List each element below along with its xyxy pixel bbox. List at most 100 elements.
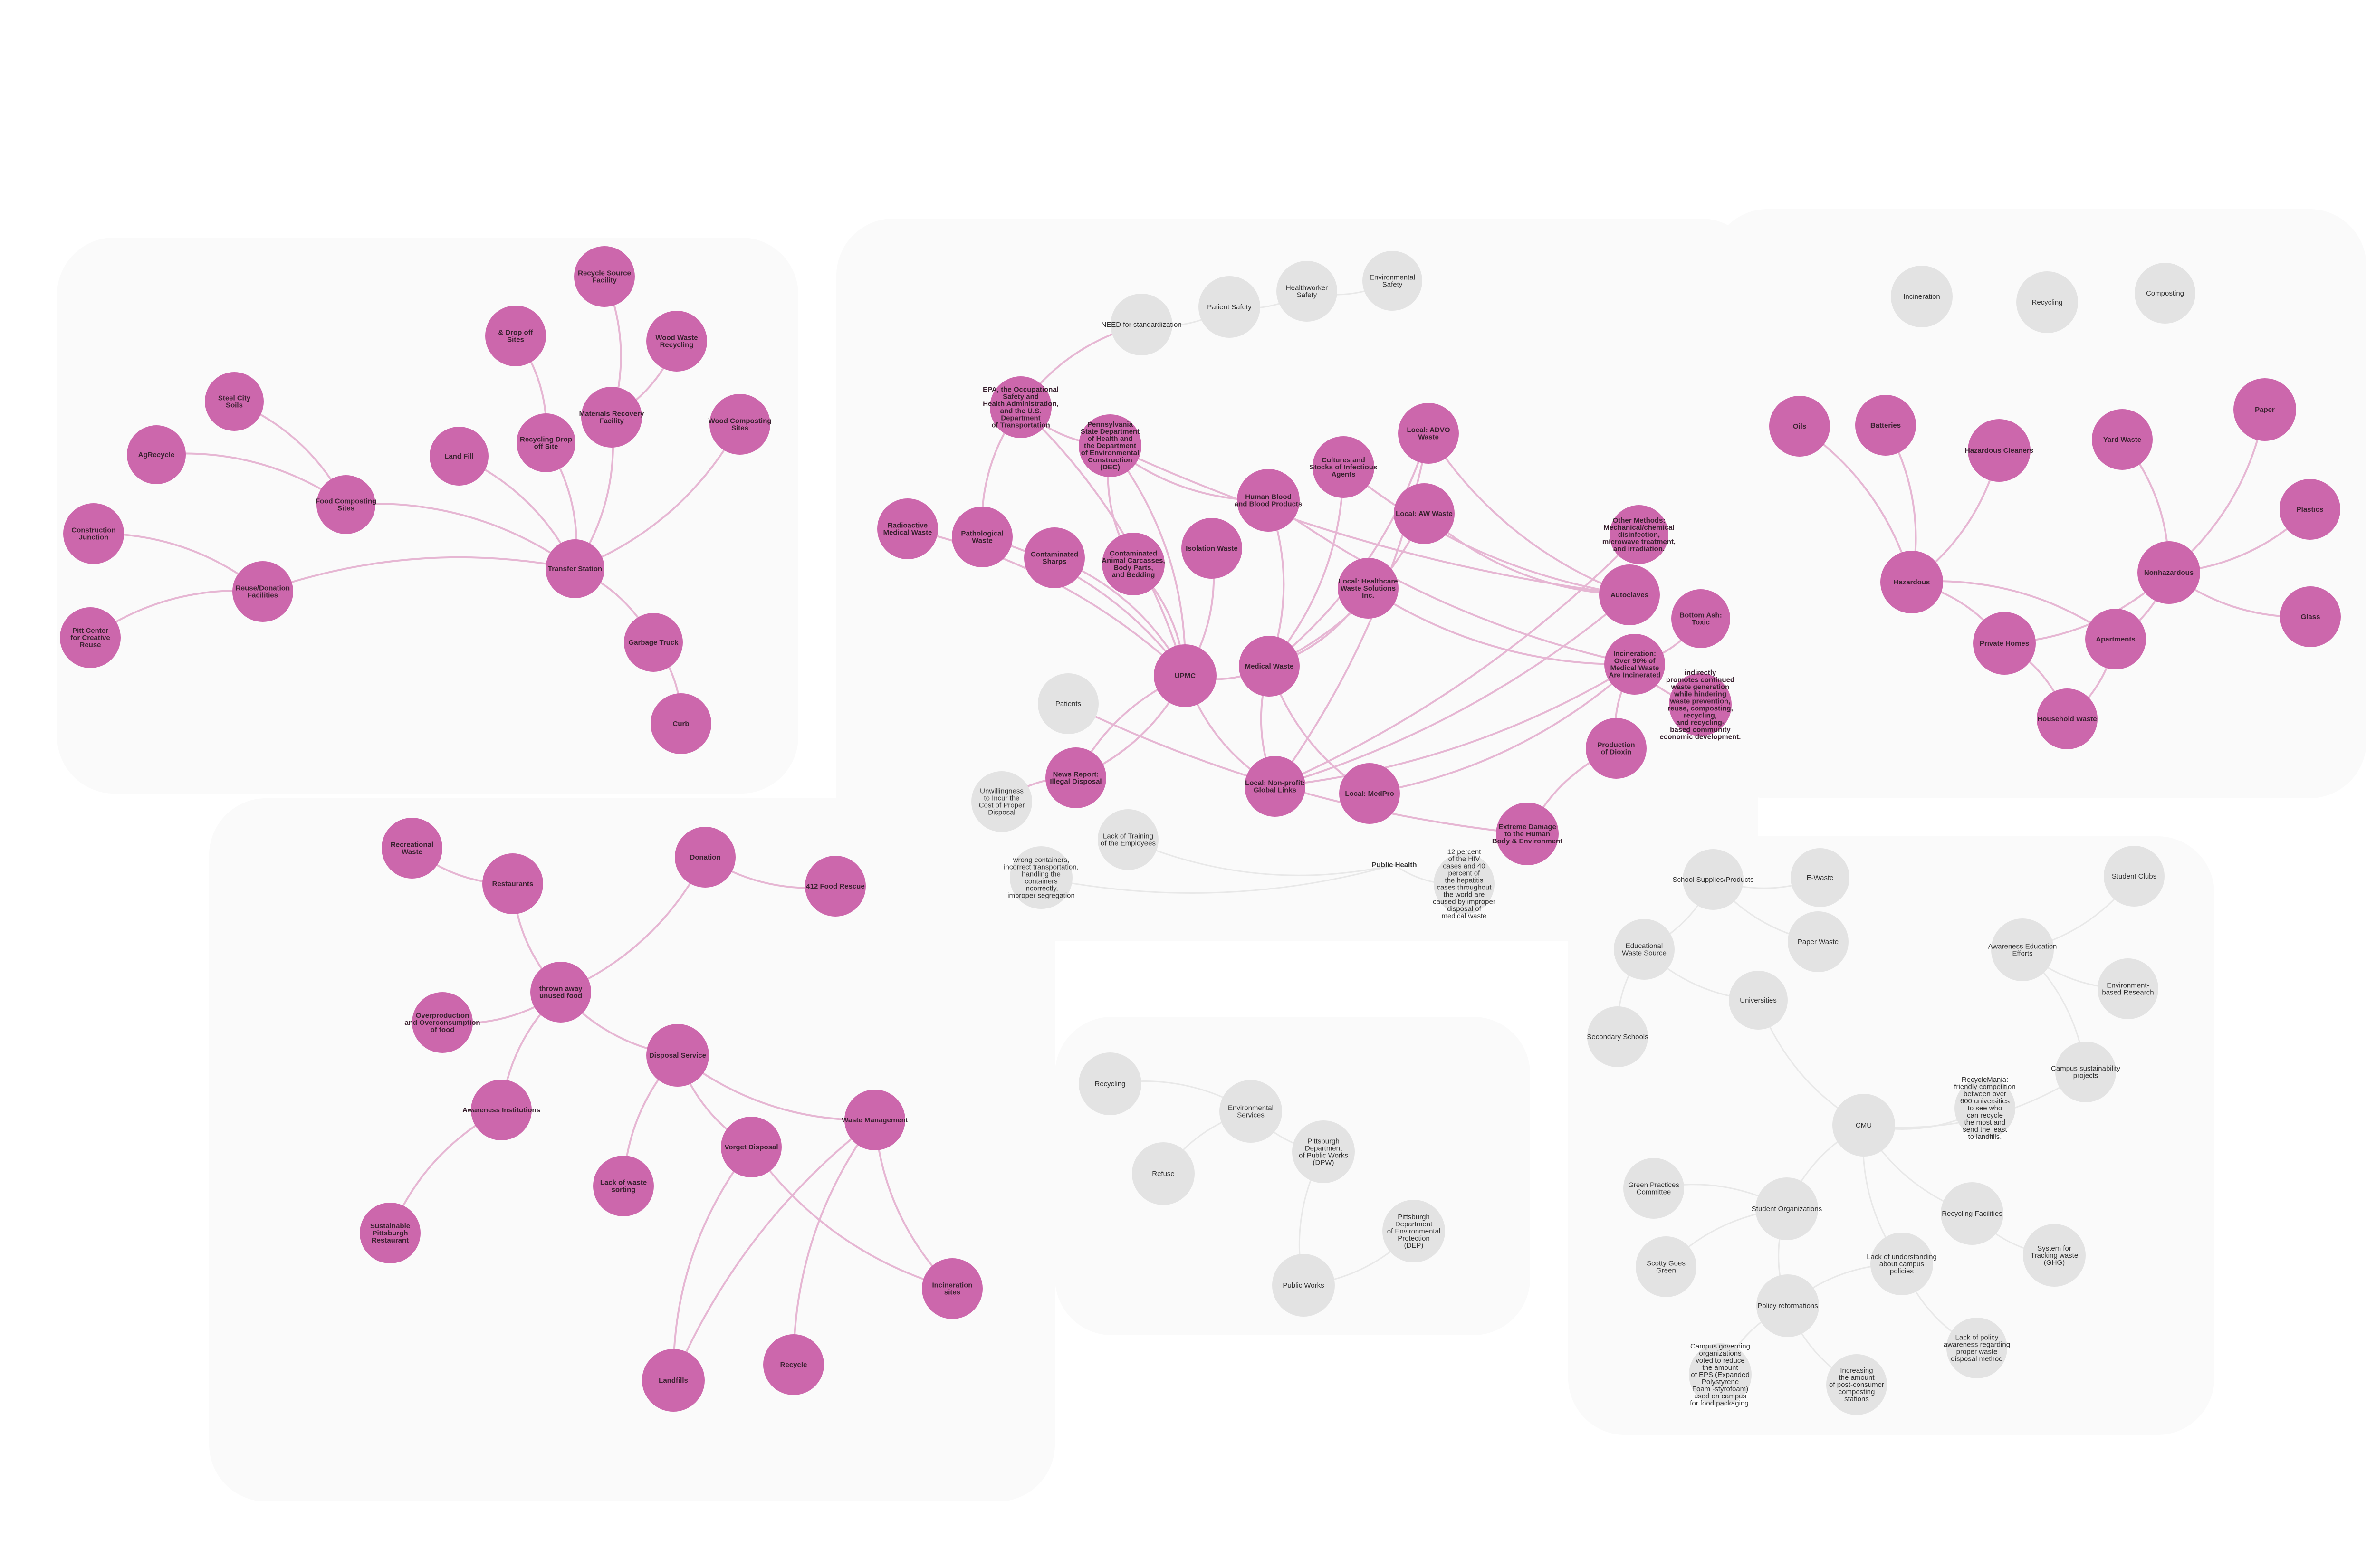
node-md14[interactable]: Local: ADVO Waste [1398,403,1459,464]
node-pw3[interactable]: Refuse [1132,1142,1195,1205]
node-fw1[interactable]: Recreational Waste [382,818,442,879]
node-fw15[interactable]: Recycle [763,1334,824,1395]
node-pw5[interactable]: Pittsburgh Department of Environmental Prot… [1382,1200,1445,1262]
node-fw4[interactable]: 412 Food Rescue [805,856,866,917]
node-hw7[interactable]: Glass [2280,586,2341,647]
node-cm20[interactable]: Lack of policy awareness regarding proper … [1944,1318,2010,1378]
node-md12[interactable]: Human Blood and Blood Products [1235,469,1303,532]
node-cm22[interactable]: Increasing the amount of post-consumer comp… [1826,1354,1887,1415]
node-md1[interactable]: NEED for standardization [1101,294,1182,355]
node-cm9[interactable]: Environment-based Research [2098,958,2158,1019]
node-md24[interactable]: Medical Waste [1239,636,1300,697]
node-md7[interactable]: Radioactive Medical Waste [877,498,938,559]
node-pw4[interactable]: Pittsburgh Department of Public Works (DPW) [1292,1120,1355,1183]
node-pw6[interactable]: Public Works [1272,1254,1335,1317]
node-sw12[interactable]: Wood Waste Recycling [646,311,707,372]
node-fw13[interactable]: Incineration sites [922,1258,983,1319]
node-md5[interactable]: EPA, the Occupational Safety and Health Ad… [983,376,1059,438]
node-md16[interactable]: Local: Healthcare Waste Solutions Inc. [1338,558,1399,619]
node-sw13[interactable]: Wood Composting Sites [708,394,772,455]
node-cm18[interactable]: System for Tracking waste (GHG) [2023,1224,2086,1287]
node-fw2[interactable]: Restaurants [482,853,543,914]
node-hw5[interactable]: Paper [2233,378,2296,441]
node-md8[interactable]: Pathological Waste [952,507,1013,567]
node-sw3[interactable]: Construction Junction [63,503,124,564]
node-fw10[interactable]: Vorget Disposal [721,1117,782,1177]
node-cm5[interactable]: Universities [1729,971,1788,1030]
node-sw4[interactable]: Pitt Center for Creative Reuse [60,607,121,668]
node-md4[interactable]: Environmental Safety [1362,251,1422,311]
node-cm19[interactable]: Policy reformations [1756,1274,1819,1337]
node-md26[interactable]: News Report: Illegal Disposal [1045,747,1106,808]
node-cm11[interactable]: RecycleMania: friendly competition between… [1954,1076,2015,1141]
node-md13[interactable]: Cultures and Stocks of Infectious Agents [1310,436,1378,498]
node-sw15[interactable]: Garbage Truck [624,613,683,672]
node-fw12[interactable]: Sustainable Pittsburgh Restaurant [360,1203,421,1263]
node-cm21[interactable]: Campus governing organizations voted to re… [1689,1342,1752,1407]
node-pw1[interactable]: Recycling [1079,1052,1141,1115]
node-sw5[interactable]: Reuse/Donation Facilities [232,561,293,622]
node-fw5[interactable]: thrown away unused food [530,962,591,1023]
node-hw10[interactable]: Private Homes [1973,612,2036,675]
node-tr3[interactable]: Composting [2135,263,2195,324]
node-md3[interactable]: Healthworker Safety [1276,261,1337,322]
node-sw14[interactable]: Transfer Station [546,539,604,598]
node-md10[interactable]: Contaminated Animal Carcasses, Body Parts,… [1102,533,1165,595]
node-cm10[interactable]: Campus sustainability projects [2051,1042,2120,1102]
node-md19[interactable]: Bottom Ash: Toxic [1671,589,1730,648]
node-hw12[interactable]: Household Waste [2037,688,2098,749]
node-fw6[interactable]: Overproduction and Overconsumption of food [404,992,480,1053]
node-cm3[interactable]: Paper Waste [1788,911,1849,972]
node-cm16[interactable]: Scotty Goes Green [1636,1236,1696,1297]
node-hw1[interactable]: Oils [1769,396,1830,457]
node-md18[interactable]: Autoclaves [1599,564,1660,625]
node-cm14[interactable]: Student Organizations [1752,1177,1822,1240]
node-hw3[interactable]: Hazardous Cleaners [1965,419,2033,482]
node-cm13[interactable]: Green Practices Committee [1623,1158,1684,1219]
node-cm12[interactable]: CMU [1832,1094,1895,1157]
node-sw8[interactable]: & Drop off Sites [485,306,546,366]
node-md9[interactable]: Contaminated Sharps [1024,527,1085,588]
node-sw6[interactable]: Food Composting Sites [316,475,376,534]
node-md6[interactable]: Pennsylvania State Department of Health an… [1079,414,1141,477]
node-cm8[interactable]: Awareness Education Efforts [1988,918,2057,981]
node-md20[interactable]: Incineration: Over 90% of Medical Waste Are… [1604,634,1665,695]
node-fw7[interactable]: Disposal Service [646,1024,709,1087]
node-md17[interactable]: Other Methods: Mechanical/chemical disinfe… [1602,505,1676,564]
node-md11[interactable]: Isolation Waste [1181,518,1242,579]
node-sw1[interactable]: Steel City Soils [205,372,264,431]
node-md31[interactable]: Local: MedPro [1339,763,1400,824]
node-cm15[interactable]: Recycling Facilities [1941,1182,2003,1245]
node-md22[interactable]: Production of Dioxin [1586,718,1647,779]
node-md21[interactable]: indirectly promotes continued waste genera… [1660,669,1741,741]
node-cm6[interactable]: Secondary Schools [1587,1006,1648,1067]
node-sw11[interactable]: Materials Recovery Facility [579,387,644,448]
node-md28[interactable]: Lack of Training of the Employees [1098,809,1159,870]
node-sw7[interactable]: Land Fill [430,427,489,486]
node-hw8[interactable]: Hazardous [1880,551,1943,613]
node-cm4[interactable]: Educational Waste Source [1614,919,1675,980]
node-hw6[interactable]: Plastics [2280,479,2340,540]
node-tr2[interactable]: Recycling [2016,271,2078,333]
node-sw16[interactable]: Curb [651,693,711,754]
node-sw2[interactable]: AgRecycle [127,425,186,484]
node-cm7[interactable]: Student Clubs [2104,846,2165,907]
node-md33[interactable]: Public Health [1371,861,1417,869]
node-fw14[interactable]: Landfills [642,1349,705,1412]
node-md2[interactable]: Patient Safety [1198,276,1260,338]
node-md15[interactable]: Local: AW Waste [1394,483,1455,544]
node-fw8[interactable]: Awareness Institutions [462,1080,540,1140]
node-md34[interactable]: 12 percent of the HIV cases and 40 percent … [1433,848,1495,920]
node-fw9[interactable]: Waste Management [842,1090,908,1150]
node-cm1[interactable]: School Supplies/Products [1673,849,1754,910]
node-cm17[interactable]: Lack of understanding about campus policie… [1867,1233,1937,1295]
node-tr1[interactable]: Incineration [1891,266,1953,327]
node-hw9[interactable]: Nonhazardous [2137,541,2200,604]
node-hw11[interactable]: Apartments [2085,609,2146,669]
node-cm2[interactable]: E-Waste [1791,848,1849,907]
node-md23[interactable]: UPMC [1154,644,1217,707]
node-md30[interactable]: Local: Non-profit: Global Links [1245,756,1305,817]
node-md32[interactable]: Extreme Damage to the Human Body & Environ… [1492,803,1562,865]
node-hw4[interactable]: Yard Waste [2092,409,2153,470]
node-md27[interactable]: Unwillingness to Incur the Cost of Proper D… [971,771,1032,832]
